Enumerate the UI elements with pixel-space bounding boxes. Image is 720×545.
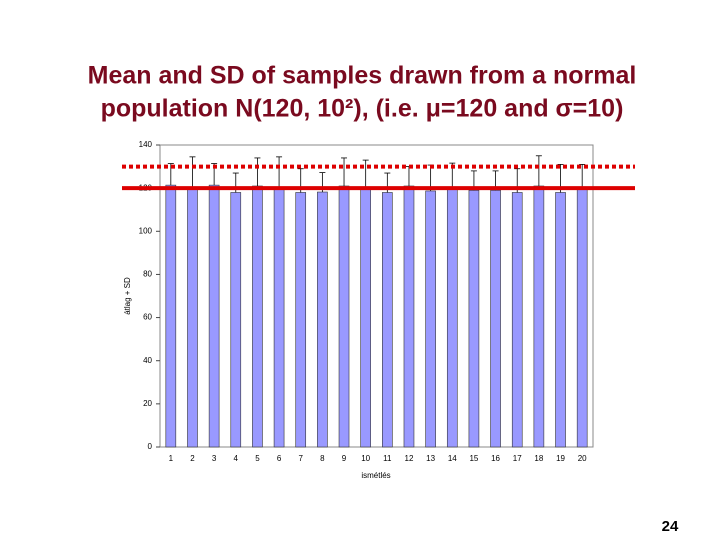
bar <box>425 190 436 448</box>
bar <box>360 187 371 448</box>
bar <box>273 186 285 448</box>
x-tick-label: 17 <box>513 454 522 463</box>
x-axis-label: ismétlés <box>361 471 390 480</box>
x-tick-label: 19 <box>556 454 565 463</box>
bar <box>252 185 263 448</box>
x-tick-label: 5 <box>255 454 260 463</box>
plot-area <box>159 144 594 448</box>
x-tick-label: 7 <box>298 454 303 463</box>
y-tick-label: 40 <box>143 356 152 365</box>
x-tick-label: 6 <box>277 454 282 463</box>
x-tick-label: 9 <box>342 454 347 463</box>
y-axis-label: átlag + SD <box>123 277 132 315</box>
x-tick-label: 13 <box>426 454 435 463</box>
x-tick-label: 12 <box>405 454 414 463</box>
x-tick-label: 1 <box>169 454 174 463</box>
bar <box>555 192 566 448</box>
bar <box>576 187 588 448</box>
x-tick-label: 8 <box>320 454 325 463</box>
y-tick-label: 100 <box>139 226 153 235</box>
page-number: 24 <box>662 518 679 535</box>
bar <box>382 192 393 448</box>
bar <box>317 191 328 448</box>
y-tick-label: 60 <box>143 313 152 322</box>
x-tick-label: 18 <box>534 454 543 463</box>
title-line: Mean and SD of samples drawn from a norm… <box>88 62 637 90</box>
bar <box>533 185 545 448</box>
bar <box>230 192 242 448</box>
bar <box>490 190 501 448</box>
x-tick-label: 15 <box>469 454 478 463</box>
title-line: population N(120, 10²), (i.e. μ=120 and … <box>101 95 624 123</box>
x-tick-label: 3 <box>212 454 217 463</box>
bar <box>338 185 350 448</box>
y-tick-label: 140 <box>139 140 153 149</box>
x-tick-label: 20 <box>578 454 587 463</box>
bar <box>403 185 415 448</box>
x-tick-label: 11 <box>383 454 392 463</box>
x-tick-label: 10 <box>361 454 370 463</box>
bar <box>165 184 177 448</box>
bar <box>468 190 480 448</box>
x-tick-label: 14 <box>448 454 457 463</box>
x-tick-label: 2 <box>190 454 195 463</box>
bar <box>295 192 307 448</box>
bar <box>511 192 523 448</box>
bar <box>446 188 458 448</box>
x-tick-label: 16 <box>491 454 500 463</box>
y-tick-label: 20 <box>143 399 152 408</box>
y-tick-label: 0 <box>148 442 153 451</box>
y-tick-label: 80 <box>143 270 152 279</box>
bar <box>187 186 198 448</box>
x-tick-label: 4 <box>234 454 239 463</box>
bar <box>208 184 220 448</box>
